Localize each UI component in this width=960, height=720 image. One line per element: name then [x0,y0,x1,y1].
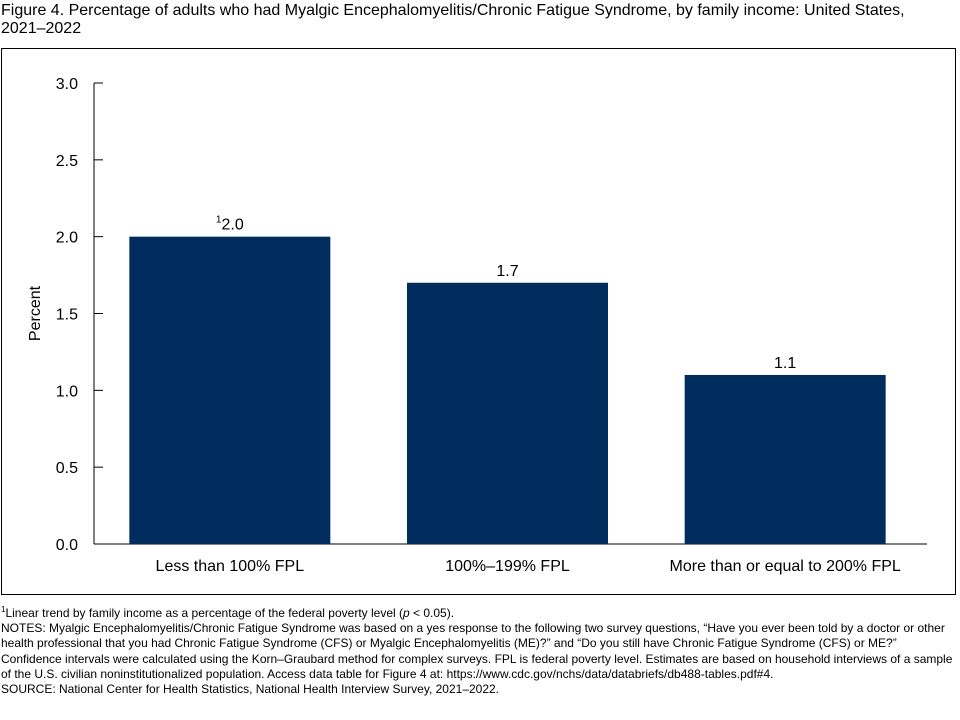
bar [407,282,608,544]
y-tick-label: 0.0 [56,537,78,554]
y-tick-label: 1.0 [56,383,78,400]
footnote: 1Linear trend by family income as a perc… [1,606,959,621]
y-tick-label: 0.5 [56,460,78,477]
y-tick-label: 2.0 [56,230,78,247]
chart-notes: 1Linear trend by family income as a perc… [1,606,959,697]
footnote-text-before: Linear trend by family income as a perce… [5,606,403,620]
y-tick-label: 2.5 [56,153,78,170]
data-label-value: 2.0 [221,217,243,234]
bar [129,236,331,544]
x-category-label: Less than 100% FPL [156,558,305,575]
chart-area: 0.0 0.5 1.0 1.5 2.0 2.5 3.0 Percent 12.0 Less tha… [1,48,956,595]
data-label-superscript: 1 [216,215,222,226]
y-tick-label: 3.0 [56,76,78,93]
footnote-italic: p [403,606,410,620]
x-category-label: 100%–199% FPL [445,558,570,575]
x-category-label: More than or equal to 200% FPL [670,558,901,575]
data-label: 1.7 [496,263,518,280]
notes-text: NOTES: Myalgic Encephalomyelitis/Chronic… [1,621,953,681]
data-label: 1.1 [774,355,796,372]
bar [684,374,886,544]
data-label: 12.0 [216,215,244,234]
y-tick-label: 1.5 [56,307,78,324]
chart-title: Figure 4. Percentage of adults who had M… [1,2,905,37]
y-axis-title: Percent [27,285,44,341]
footnote-marker: 1 [1,605,6,614]
source-text: SOURCE: National Center for Health Stati… [1,682,500,697]
footnote-text-after: < 0.05). [409,606,455,620]
